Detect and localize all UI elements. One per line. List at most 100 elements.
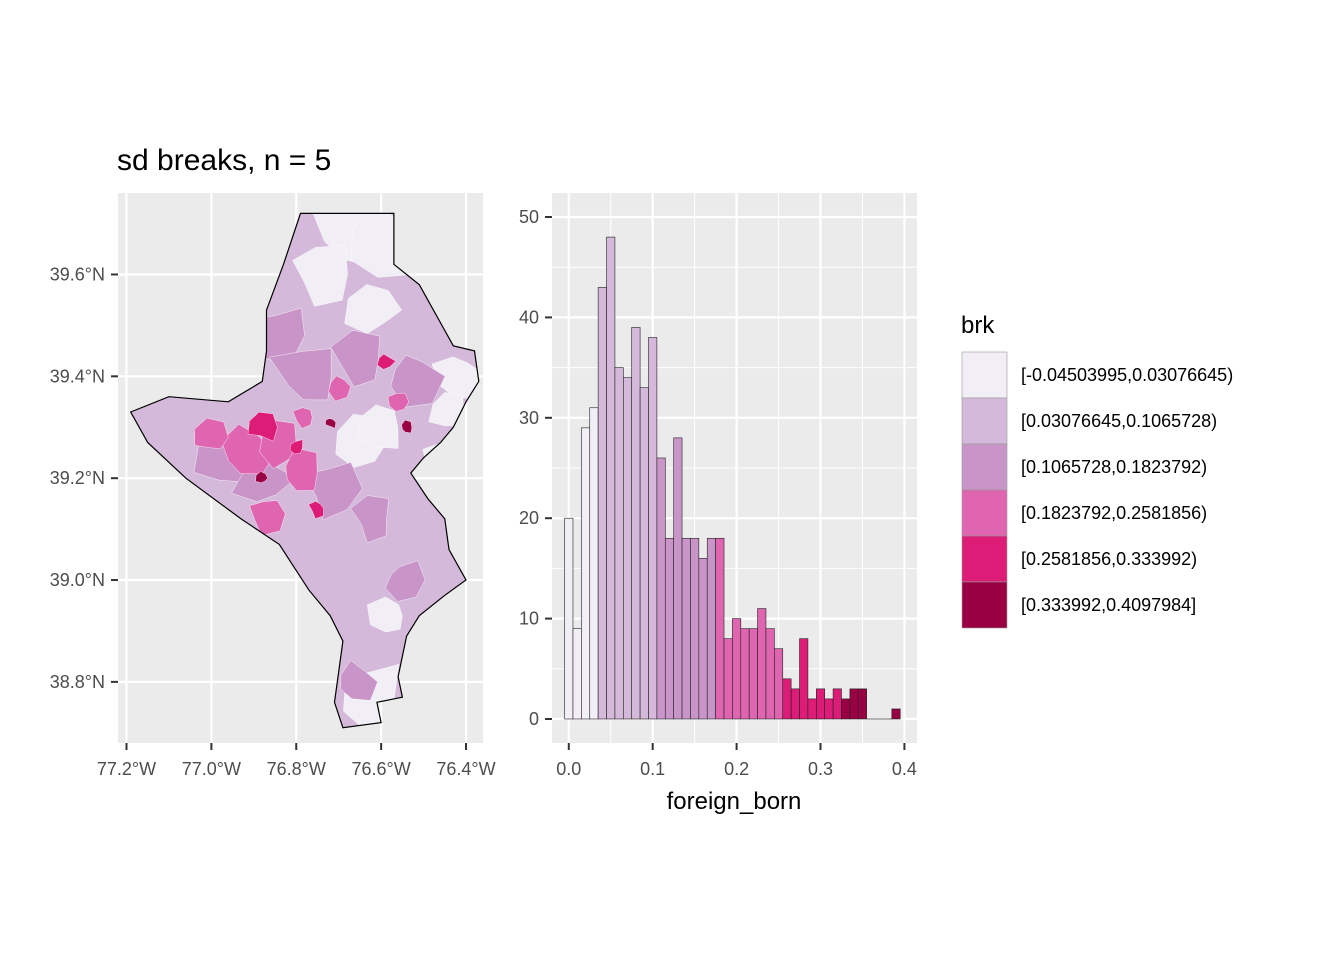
map-tract-higher bbox=[247, 411, 278, 442]
map-tract-high bbox=[249, 500, 286, 536]
legend-label: [0.333992,0.4097984] bbox=[1021, 595, 1196, 615]
map-tract-mid bbox=[385, 560, 426, 602]
histogram-bar bbox=[799, 638, 809, 720]
histogram-bar bbox=[631, 327, 641, 720]
map-tract-highest bbox=[401, 419, 413, 434]
histogram-bar bbox=[740, 628, 750, 720]
map-tract-higher bbox=[289, 439, 303, 455]
histogram-x-axis: 0.0 0.1 0.2 0.3 0.4 bbox=[556, 743, 917, 779]
histogram-bar bbox=[597, 286, 607, 720]
hist-y-tick-label: 20 bbox=[519, 508, 539, 528]
map-y-axis: 39.6°N 39.4°N 39.2°N 39.0°N 38.8°N bbox=[50, 264, 118, 692]
legend-label: [-0.04503995,0.03076645) bbox=[1021, 365, 1233, 385]
map-tract-high bbox=[328, 375, 351, 402]
map-y-tick-label: 39.6°N bbox=[50, 264, 105, 284]
histogram-bar bbox=[564, 517, 574, 720]
histogram-bar bbox=[782, 678, 792, 720]
legend-label: [0.1823792,0.2581856) bbox=[1021, 503, 1207, 523]
histogram-bar bbox=[639, 387, 649, 720]
histogram-bar bbox=[706, 537, 716, 720]
map-tract-high bbox=[285, 447, 318, 491]
histogram-bar bbox=[656, 457, 666, 720]
legend-key bbox=[961, 443, 1008, 491]
histogram-x-axis-title: foreign_born bbox=[667, 788, 802, 815]
histogram-bar bbox=[623, 377, 633, 720]
histogram-bar bbox=[774, 648, 784, 720]
map-panel: 39.6°N 39.4°N 39.2°N 39.0°N 38.8°N 77.2°W 77.… bbox=[50, 193, 496, 779]
legend-title: brk bbox=[961, 312, 995, 339]
histogram-bar bbox=[614, 367, 624, 720]
map-x-tick-label: 76.6°W bbox=[352, 759, 411, 779]
legend-items: [-0.04503995,0.03076645) [0.03076645,0.10… bbox=[961, 351, 1233, 629]
histogram-bar bbox=[765, 628, 775, 720]
hist-y-tick-label: 40 bbox=[519, 307, 539, 327]
histogram-bar bbox=[824, 698, 834, 720]
histogram-bar bbox=[664, 537, 674, 720]
legend-label: [0.1065728,0.1823792) bbox=[1021, 457, 1207, 477]
histogram-bar bbox=[849, 688, 859, 720]
map-x-tick-label: 76.4°W bbox=[436, 759, 495, 779]
map-tract-high bbox=[387, 392, 410, 412]
histogram-bar bbox=[748, 628, 758, 720]
legend-label: [0.2581856,0.333992) bbox=[1021, 549, 1197, 569]
hist-x-tick-label: 0.0 bbox=[556, 759, 581, 779]
histogram-bar bbox=[673, 437, 683, 720]
legend-key bbox=[961, 397, 1008, 445]
histogram-bar bbox=[757, 608, 767, 720]
legend-key bbox=[961, 535, 1008, 583]
map-tract-mid bbox=[330, 329, 381, 388]
map-y-tick-label: 38.8°N bbox=[50, 672, 105, 692]
hist-x-tick-label: 0.2 bbox=[724, 759, 749, 779]
map-tract-high bbox=[292, 407, 313, 429]
map-tract-highest bbox=[325, 418, 337, 429]
map-x-tick-label: 77.0°W bbox=[182, 759, 241, 779]
hist-x-tick-label: 0.1 bbox=[640, 759, 665, 779]
map-x-tick-label: 77.2°W bbox=[97, 759, 156, 779]
map-y-tick-label: 39.2°N bbox=[50, 468, 105, 488]
histogram-bar bbox=[891, 708, 901, 720]
legend-key bbox=[961, 351, 1008, 399]
map-tract-highest bbox=[255, 471, 268, 483]
histogram-bars bbox=[564, 236, 901, 720]
legend-label: [0.03076645,0.1065728) bbox=[1021, 411, 1217, 431]
histogram-y-axis: 0 10 20 30 40 50 bbox=[519, 207, 552, 729]
legend-key bbox=[961, 489, 1008, 537]
map-tract-low bbox=[344, 284, 403, 334]
histogram-bar bbox=[589, 407, 599, 720]
hist-y-tick-label: 10 bbox=[519, 609, 539, 629]
plot-title: sd breaks, n = 5 bbox=[117, 144, 331, 177]
histogram-bar bbox=[790, 688, 800, 720]
histogram-bar bbox=[581, 427, 591, 720]
histogram-bar bbox=[807, 698, 817, 720]
map-tract-mid bbox=[268, 348, 332, 401]
map-y-tick-label: 39.0°N bbox=[50, 570, 105, 590]
map-tract-low bbox=[357, 404, 399, 449]
hist-y-tick-label: 30 bbox=[519, 408, 539, 428]
hist-y-tick-label: 50 bbox=[519, 207, 539, 227]
histogram-bar bbox=[648, 337, 658, 720]
county-outline bbox=[129, 212, 480, 729]
map-tract-low bbox=[292, 245, 348, 307]
hist-x-tick-label: 0.4 bbox=[892, 759, 917, 779]
histogram-bar bbox=[841, 698, 851, 720]
legend: brk [-0.04503995,0.03076645) [0.03076645,… bbox=[961, 312, 1233, 629]
histogram-bar bbox=[572, 628, 582, 720]
histogram-bar bbox=[698, 558, 708, 720]
map-x-axis: 77.2°W 77.0°W 76.8°W 76.6°W 76.4°W bbox=[97, 743, 496, 779]
map-tract-mid bbox=[350, 495, 390, 544]
legend-key bbox=[961, 581, 1008, 629]
map-y-tick-label: 39.4°N bbox=[50, 366, 105, 386]
hist-x-tick-label: 0.3 bbox=[808, 759, 833, 779]
hist-y-tick-label: 0 bbox=[529, 709, 539, 729]
histogram-bar bbox=[715, 537, 725, 720]
histogram-bar bbox=[723, 638, 733, 720]
histogram-bar bbox=[606, 236, 616, 720]
map-tract-higher bbox=[308, 501, 324, 519]
map-tract-high bbox=[194, 417, 229, 449]
histogram-panel: 0 10 20 30 40 50 0.0 0.1 0.2 0.3 0.4 foreign_born bbox=[519, 193, 917, 815]
histogram-bar bbox=[690, 537, 700, 720]
map-tract-higher bbox=[376, 353, 397, 370]
histogram-bar bbox=[681, 537, 691, 720]
map-tract-low bbox=[366, 596, 403, 633]
